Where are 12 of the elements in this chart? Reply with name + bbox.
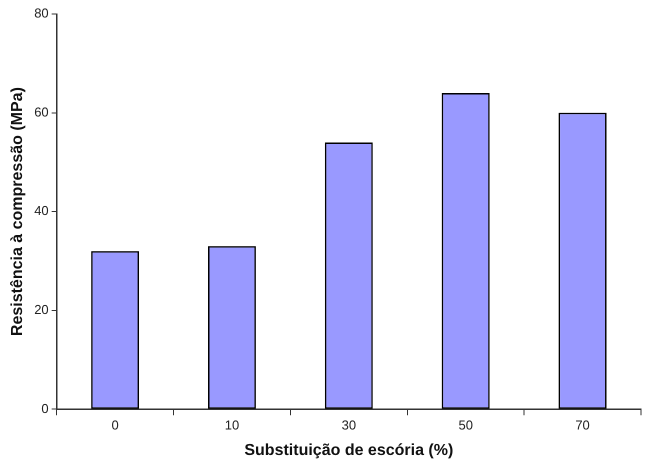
x-tick-label: 70 [575,418,590,433]
x-tick-label: 30 [342,418,356,433]
x-tick-label: 50 [458,418,473,433]
x-axis-title: Substituição de escória (%) [244,442,454,459]
y-tick-label: 20 [34,302,49,317]
x-tick-label: 0 [111,418,119,433]
y-tick-label: 60 [34,104,49,120]
x-tick-label: 10 [224,418,240,433]
y-axis-title: Resistência à compressão (MPa) [9,87,26,336]
y-tick-label: 80 [34,6,49,21]
y-tick-label: 40 [34,203,49,218]
y-tick-label: 0 [41,400,49,416]
